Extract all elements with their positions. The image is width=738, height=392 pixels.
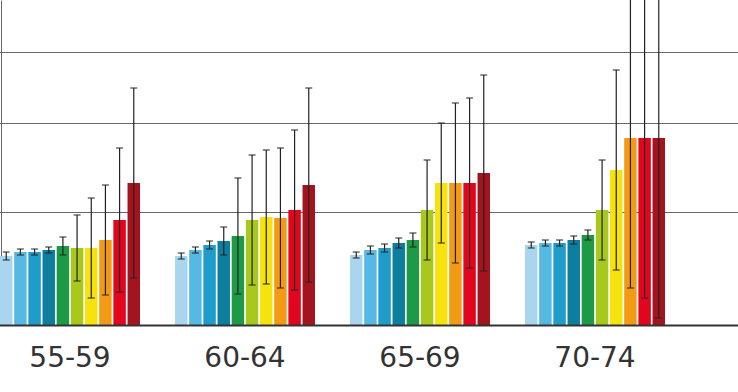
bar xyxy=(14,252,26,325)
error-bar xyxy=(59,237,66,255)
bar xyxy=(203,245,215,325)
error-bar xyxy=(45,247,52,253)
error-bar xyxy=(367,246,374,254)
error-bar xyxy=(74,215,81,281)
error-bar xyxy=(466,98,473,268)
error-bar xyxy=(613,70,620,270)
chart: 55-59 60-64 65-69 70-74 xyxy=(0,0,738,392)
bar xyxy=(57,246,69,325)
error-bar xyxy=(556,240,563,246)
series xyxy=(99,0,636,325)
error-bar xyxy=(17,249,24,255)
series xyxy=(128,0,665,325)
series xyxy=(113,0,650,325)
x-axis-line xyxy=(0,325,738,327)
bar xyxy=(175,256,187,325)
error-bar xyxy=(409,233,416,247)
error-bar xyxy=(249,155,256,285)
bar xyxy=(525,245,537,325)
error-bar xyxy=(438,123,445,243)
bar xyxy=(28,252,40,325)
error-bar xyxy=(381,244,388,252)
error-bar xyxy=(277,148,284,288)
error-bar xyxy=(263,150,270,284)
error-bar xyxy=(424,160,431,260)
error-bar xyxy=(220,227,227,255)
bar xyxy=(0,256,12,325)
error-bar xyxy=(627,0,634,288)
error-bar xyxy=(88,198,95,298)
error-bar xyxy=(305,88,312,282)
bar xyxy=(43,250,55,325)
error-bar xyxy=(599,160,606,260)
grid-line xyxy=(0,123,738,124)
bar xyxy=(553,243,565,325)
error-bar xyxy=(234,178,241,294)
error-bar xyxy=(291,130,298,290)
error-bar xyxy=(192,247,199,253)
x-axis: 55-59 60-64 65-69 70-74 xyxy=(0,325,738,374)
series xyxy=(85,70,622,325)
bar xyxy=(407,240,419,325)
error-bar xyxy=(3,252,10,260)
grid-line xyxy=(0,52,738,53)
x-tick: 65-69 xyxy=(379,325,460,374)
error-bar xyxy=(31,249,38,255)
bar xyxy=(539,243,551,325)
x-tick-label: 70-74 xyxy=(554,341,635,374)
error-bar xyxy=(641,0,648,298)
error-bar xyxy=(452,103,459,263)
error-bar xyxy=(102,185,109,295)
error-bar xyxy=(584,230,591,240)
plot-area xyxy=(0,0,665,325)
error-bar xyxy=(395,238,402,248)
error-bar xyxy=(528,242,535,248)
x-tick-label: 65-69 xyxy=(379,341,460,374)
bar xyxy=(350,255,362,325)
error-bar xyxy=(130,88,137,278)
error-bar xyxy=(570,236,577,244)
series xyxy=(71,155,608,325)
x-tick-label: 60-64 xyxy=(204,341,285,374)
bar xyxy=(189,250,201,325)
error-bar xyxy=(206,241,213,249)
error-bar xyxy=(116,148,123,292)
bar xyxy=(393,243,405,325)
x-tick-label: 55-59 xyxy=(29,341,110,374)
bar xyxy=(582,235,594,325)
error-bar xyxy=(655,0,662,318)
x-tick: 55-59 xyxy=(29,325,110,374)
bar xyxy=(364,250,376,325)
error-bar xyxy=(542,240,549,246)
bar xyxy=(378,248,390,325)
error-bar xyxy=(178,253,185,259)
x-tick: 70-74 xyxy=(554,325,635,374)
series xyxy=(57,178,594,325)
bar xyxy=(568,240,580,325)
x-tick: 60-64 xyxy=(204,325,285,374)
error-bar xyxy=(480,75,487,271)
error-bar xyxy=(353,252,360,258)
